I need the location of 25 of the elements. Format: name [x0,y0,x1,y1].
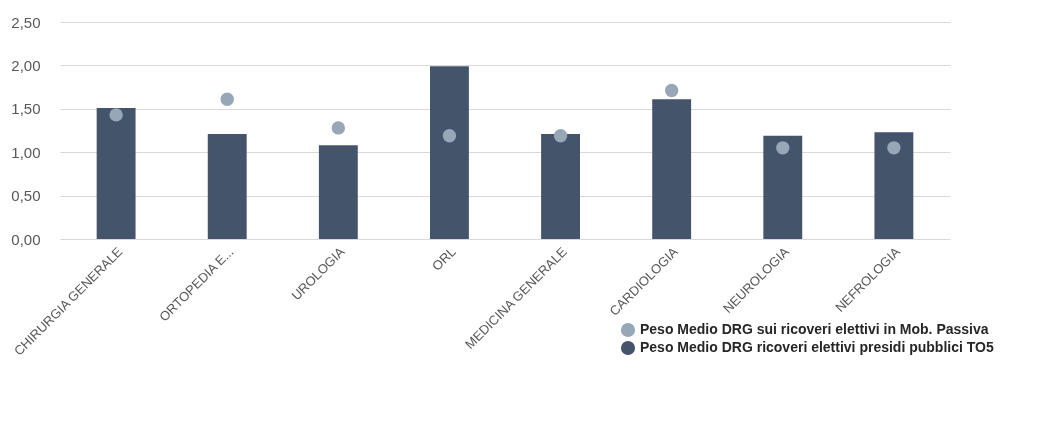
bar [430,66,469,239]
y-tick-label: 0,50 [11,187,41,205]
y-tick-label: 2,00 [11,56,41,74]
point [664,83,679,98]
y-tick-label: 1,00 [11,143,41,161]
point [220,92,234,106]
y-tick-label: 1,50 [11,100,41,118]
point [109,108,123,122]
bar [541,133,580,239]
point [776,141,790,155]
point [442,129,457,143]
bar [763,135,803,239]
bar [874,132,914,239]
legend-label: Peso Medio DRG sui ricoveri elettivi in Mob. Passiva [640,321,989,337]
bar [96,107,136,239]
y-tick-label: 2,50 [11,13,41,31]
bar [207,133,247,239]
bar [652,99,692,239]
point [553,129,568,143]
legend-label: Peso Medio DRG ricoveri elettivi presidi pubblici TO5 [640,339,994,355]
y-tick-label: 0,00 [11,230,41,248]
point [887,141,901,155]
bar [318,145,358,239]
point [331,121,346,135]
x-tick-label: ORL [429,244,459,274]
